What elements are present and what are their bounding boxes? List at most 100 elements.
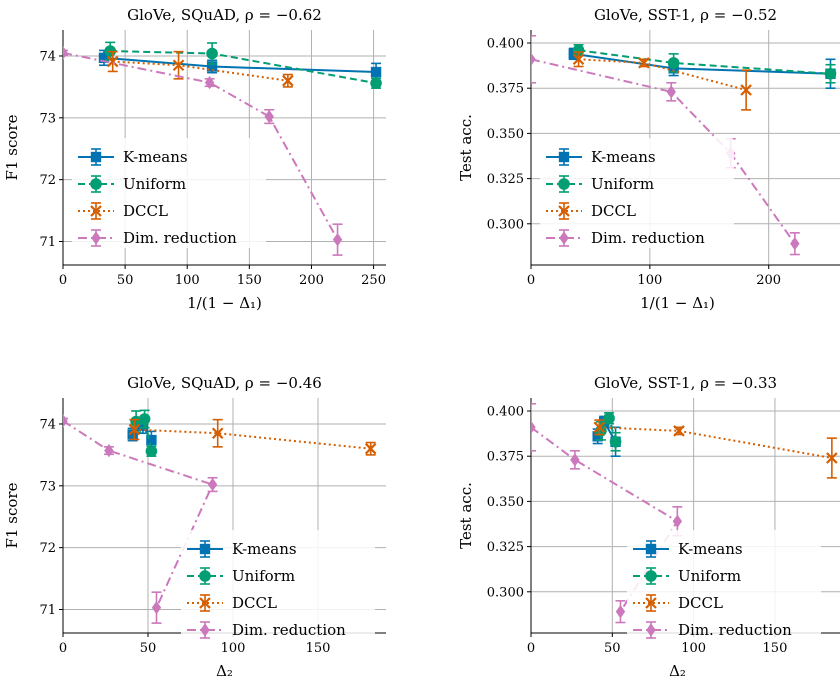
series-line-dimred — [531, 426, 679, 613]
data-point-kmeans — [137, 420, 149, 432]
y-tick-label: 72 — [39, 541, 56, 556]
y-tick-label: 0.350 — [487, 127, 524, 142]
legend-label-kmeans: K-means — [591, 148, 656, 166]
series-group — [531, 34, 837, 256]
legend: K-means Uniform DCCL Dim. reduction — [72, 138, 266, 248]
legend-box — [540, 138, 734, 248]
data-point-dccl — [364, 442, 377, 455]
x-tick-label: 100 — [637, 273, 662, 288]
series-uniform — [572, 44, 837, 84]
y-tick-label: 0.300 — [487, 217, 524, 232]
legend-marker-kmeans — [90, 151, 102, 163]
legend-marker-uniform — [199, 570, 211, 582]
data-point-kmeans — [206, 61, 218, 72]
y-tick-label: 71 — [39, 603, 56, 618]
series-dccl — [572, 51, 752, 111]
data-point-uniform — [138, 413, 151, 425]
series-group — [63, 41, 382, 256]
chart-panel-4: 0 50 100 150 0.300 0.325 0.350 0.375 0.400 GloVe,… — [457, 374, 840, 680]
legend-marker-uniform — [90, 178, 102, 190]
data-point-kmeans — [127, 429, 138, 440]
legend-marker-uniform — [645, 570, 657, 582]
data-point-uniform — [609, 435, 622, 448]
chart-panel-2: 0 100 200 0.300 0.325 0.350 0.375 0.400 GloVe, S… — [457, 6, 840, 312]
legend-marker-dccl — [199, 597, 211, 609]
legend-label-dccl: DCCL — [591, 202, 636, 220]
data-point-dccl — [128, 423, 141, 436]
y-tick-label: 71 — [39, 235, 56, 250]
data-point-dimred — [615, 604, 626, 619]
chart-panel-1: 0 50 100 150 200 250 71 72 73 74 GloVe, SQuAD, ρ =… — [3, 6, 386, 312]
legend-box — [181, 530, 375, 640]
series-uniform — [130, 409, 158, 457]
chart-title: GloVe, SST-1, ρ = −0.33 — [594, 374, 777, 392]
legend-label-dimred: Dim. reduction — [591, 229, 705, 247]
x-axis-label: 1/(1 − Δ₁) — [640, 294, 715, 312]
series-kmeans — [568, 47, 836, 90]
series-line-dccl — [134, 428, 371, 450]
y-tick-label: 74 — [39, 49, 56, 64]
data-point-dccl — [673, 425, 685, 437]
series-line-dccl — [112, 60, 288, 82]
y-tick-label: 72 — [39, 173, 56, 188]
data-point-dccl — [172, 59, 185, 72]
series-dimred — [531, 402, 683, 624]
y-axis-label: Test acc. — [457, 482, 475, 549]
legend-label-dccl: DCCL — [678, 594, 723, 612]
y-tick-label: 0.375 — [487, 450, 524, 465]
y-tick-label: 0.300 — [487, 585, 524, 600]
y-tick-label: 0.350 — [487, 495, 524, 510]
x-tick-label: 200 — [299, 273, 324, 288]
series-line-dimred — [63, 51, 339, 241]
data-point-uniform — [145, 445, 158, 457]
legend-marker-uniform — [558, 178, 570, 190]
data-point-dimred — [531, 420, 536, 434]
data-point-dimred — [104, 443, 114, 458]
data-point-uniform — [667, 57, 680, 69]
data-point-uniform — [603, 412, 615, 425]
data-point-dimred — [204, 75, 215, 90]
legend-label-uniform: Uniform — [232, 567, 295, 585]
y-tick-label: 0.400 — [487, 37, 524, 52]
x-tick-label: 150 — [306, 641, 331, 656]
legend-label-kmeans: K-means — [123, 148, 188, 166]
legend: K-means Uniform DCCL Dim. reduction — [627, 530, 821, 640]
legend-box — [627, 530, 821, 640]
y-tick-label: 73 — [39, 111, 56, 126]
series-dccl — [106, 50, 294, 88]
series-line-dccl — [599, 426, 833, 460]
x-tick-label: 50 — [140, 641, 157, 656]
y-tick-label: 0.325 — [487, 540, 524, 555]
data-point-kmeans — [98, 52, 110, 64]
series-dccl — [593, 419, 838, 479]
legend-box — [72, 138, 266, 248]
legend-label-uniform: Uniform — [123, 175, 186, 193]
legend-marker-dimred — [200, 623, 210, 637]
data-point-dccl — [106, 55, 119, 68]
series-group — [531, 402, 838, 624]
data-point-dimred — [63, 46, 68, 60]
x-tick-label: 100 — [681, 641, 706, 656]
data-point-dccl — [282, 74, 294, 87]
data-point-dimred — [570, 453, 580, 467]
x-tick-label: 250 — [361, 273, 386, 288]
series-kmeans — [98, 49, 382, 82]
legend-marker-kmeans — [199, 543, 211, 555]
legend-label-kmeans: K-means — [232, 540, 297, 558]
data-point-dccl — [593, 421, 606, 434]
legend: K-means Uniform DCCL Dim. reduction — [181, 530, 375, 640]
y-tick-label: 0.375 — [487, 82, 524, 97]
x-tick-label: 100 — [175, 273, 200, 288]
data-point-dccl — [572, 53, 585, 66]
data-point-uniform — [206, 47, 218, 60]
data-point-dccl — [638, 57, 650, 69]
legend-marker-dccl — [90, 205, 102, 217]
data-point-dimred — [151, 600, 162, 615]
legend-marker-dimred — [559, 231, 569, 245]
legend-label-dimred: Dim. reduction — [678, 621, 792, 639]
x-tick-label: 100 — [221, 641, 246, 656]
legend-marker-dimred — [91, 231, 101, 245]
chart-title: GloVe, SQuAD, ρ = −0.62 — [127, 6, 322, 24]
data-point-dccl — [826, 452, 838, 464]
